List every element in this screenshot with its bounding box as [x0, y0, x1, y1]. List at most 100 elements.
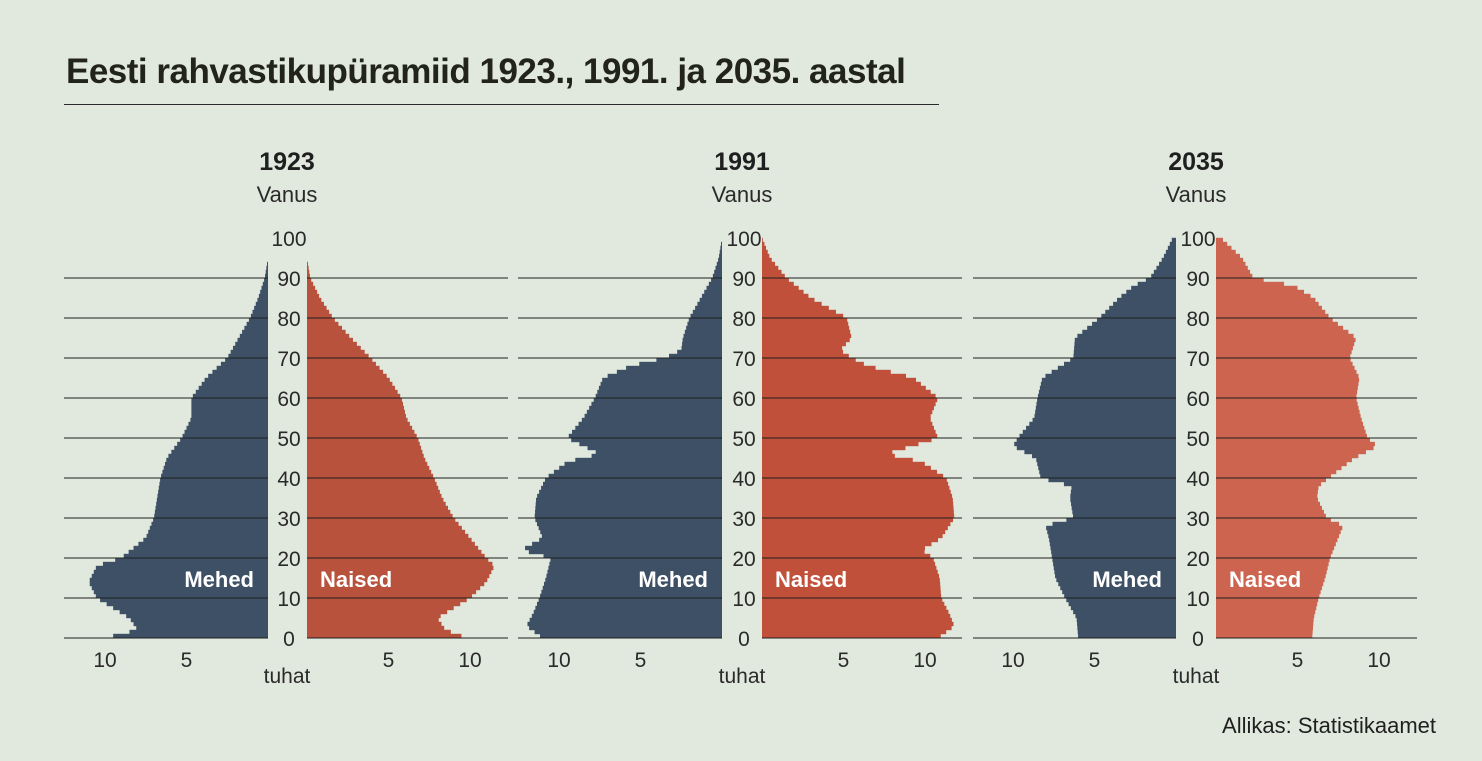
bar-women-2035-age-81: [1216, 309, 1326, 315]
age-tick-1991-0: 0: [738, 628, 750, 651]
bar-men-2035-age-46: [1024, 449, 1176, 455]
bar-men-2035-age-4: [1076, 617, 1176, 623]
bar-women-2035-age-13: [1216, 581, 1324, 587]
bar-women-1991-age-32: [762, 505, 954, 511]
bar-men-2035-age-13: [1058, 581, 1176, 587]
age-tick-1991-30: 30: [732, 508, 755, 531]
bar-men-2035-age-32: [1071, 505, 1176, 511]
age-tick-1991-80: 80: [732, 308, 755, 331]
bar-women-1923-age-30: [307, 513, 453, 519]
bar-men-1991-age-30: [534, 513, 722, 519]
panel-title-1991: 1991: [714, 148, 770, 176]
bar-women-2035-age-53: [1216, 421, 1364, 427]
bar-women-1991-age-1: [762, 629, 947, 635]
bar-women-2035-age-3: [1216, 621, 1314, 627]
bar-men-1991-age-76: [684, 329, 722, 335]
bar-women-1923-age-33: [307, 501, 446, 507]
bar-women-1991-age-20: [762, 553, 931, 559]
bar-men-2035-age-45: [1032, 453, 1176, 459]
bar-men-1991-age-69: [656, 357, 722, 363]
bar-men-1991-age-37: [541, 485, 722, 491]
bar-men-2035-age-20: [1051, 553, 1176, 559]
bar-men-2035-age-2: [1077, 625, 1176, 631]
bar-men-1923-age-81: [252, 309, 268, 315]
bar-women-1991-age-61: [762, 389, 931, 395]
bar-women-2035-age-59: [1216, 397, 1357, 403]
bar-women-1991-age-92: [762, 265, 779, 271]
bar-men-2035-age-91: [1153, 269, 1176, 275]
bar-women-2035-age-22: [1216, 545, 1335, 551]
age-tick-1923-0: 0: [283, 628, 295, 651]
bar-men-1991-age-84: [699, 297, 722, 303]
bar-women-1991-age-44: [762, 457, 913, 463]
bar-women-1923-age-60: [307, 393, 401, 399]
bar-women-2035-age-62: [1216, 385, 1358, 391]
bar-women-1991-age-22: [762, 545, 925, 551]
bar-women-2035-age-71: [1216, 349, 1352, 355]
bar-men-1923-age-85: [258, 293, 268, 299]
bar-men-2035-age-17: [1053, 565, 1176, 571]
bar-women-1923-age-75: [307, 333, 350, 339]
bar-men-2035-age-31: [1072, 509, 1176, 515]
age-tick-1923-100: 100: [271, 228, 306, 251]
bar-men-1923-age-48: [177, 441, 268, 447]
age-tick-2035-100: 100: [1180, 228, 1215, 251]
bar-men-2035-age-89: [1145, 277, 1176, 283]
bar-men-1923-age-70: [228, 353, 268, 359]
bar-men-2035-age-64: [1041, 377, 1176, 383]
bar-women-1923-age-58: [307, 401, 404, 407]
bar-men-2035-age-69: [1070, 357, 1176, 363]
bar-men-1923-age-35: [157, 493, 268, 499]
bar-men-1991-age-73: [682, 341, 722, 347]
bar-women-1923-age-85: [307, 293, 320, 299]
bar-women-1991-age-73: [762, 341, 846, 347]
bar-women-1923-age-5: [307, 613, 441, 619]
bar-women-1923-age-14: [307, 577, 488, 583]
bar-women-1991-age-17: [762, 565, 937, 571]
bar-women-1923-age-56: [307, 409, 405, 415]
x-tick-men-1923-10: 10: [93, 649, 116, 672]
bar-men-2035-age-43: [1037, 461, 1176, 467]
bar-women-1923-age-15: [307, 573, 490, 579]
age-tick-1923-10: 10: [277, 588, 300, 611]
bar-men-1991-age-58: [591, 401, 722, 407]
bar-women-1923-age-1: [307, 629, 451, 635]
bar-men-1923-age-75: [239, 333, 268, 339]
bar-men-2035-age-59: [1037, 397, 1176, 403]
bar-men-2035-age-29: [1066, 517, 1176, 523]
bar-women-1991-age-83: [762, 301, 822, 307]
bar-men-2035-age-96: [1165, 249, 1176, 255]
bar-men-1991-age-65: [607, 373, 722, 379]
bar-men-2035-age-85: [1121, 293, 1176, 299]
bar-women-1991-age-74: [762, 337, 850, 343]
bar-women-1991-age-3: [762, 621, 954, 627]
bar-men-1923-age-26: [148, 529, 268, 535]
bar-men-2035-age-0: [1078, 633, 1176, 639]
bar-women-1991-age-12: [762, 585, 941, 591]
bar-men-1923-age-47: [174, 445, 268, 451]
bar-women-1991-age-58: [762, 401, 936, 407]
bar-men-2035-age-56: [1035, 409, 1176, 415]
bar-men-1923-age-50: [182, 433, 268, 439]
bar-women-1923-age-19: [307, 557, 489, 563]
bar-men-1991-age-52: [575, 425, 722, 431]
bar-men-1991-age-92: [715, 265, 722, 271]
bar-men-1923-age-44: [166, 457, 268, 463]
bar-men-2035-age-39: [1048, 477, 1176, 483]
bar-men-1991-age-50: [568, 433, 722, 439]
bar-men-1991-age-29: [535, 517, 722, 523]
bar-women-2035-age-19: [1216, 557, 1330, 563]
bar-men-1923-age-72: [232, 345, 268, 351]
bar-men-2035-age-53: [1029, 421, 1176, 427]
age-axis-label-1991: Vanus: [712, 182, 773, 207]
x-tick-men-1991-5: 5: [635, 649, 647, 672]
bar-men-1923-age-8: [106, 601, 268, 607]
bar-men-2035-age-72: [1074, 345, 1176, 351]
bar-women-1991-age-63: [762, 381, 921, 387]
bar-women-1923-age-40: [307, 473, 434, 479]
bar-women-1991-age-94: [762, 257, 772, 263]
bar-women-1923-age-62: [307, 385, 396, 391]
bar-women-1923-age-24: [307, 537, 472, 543]
bar-women-1991-age-16: [762, 569, 938, 575]
bar-women-1923-age-34: [307, 497, 444, 503]
